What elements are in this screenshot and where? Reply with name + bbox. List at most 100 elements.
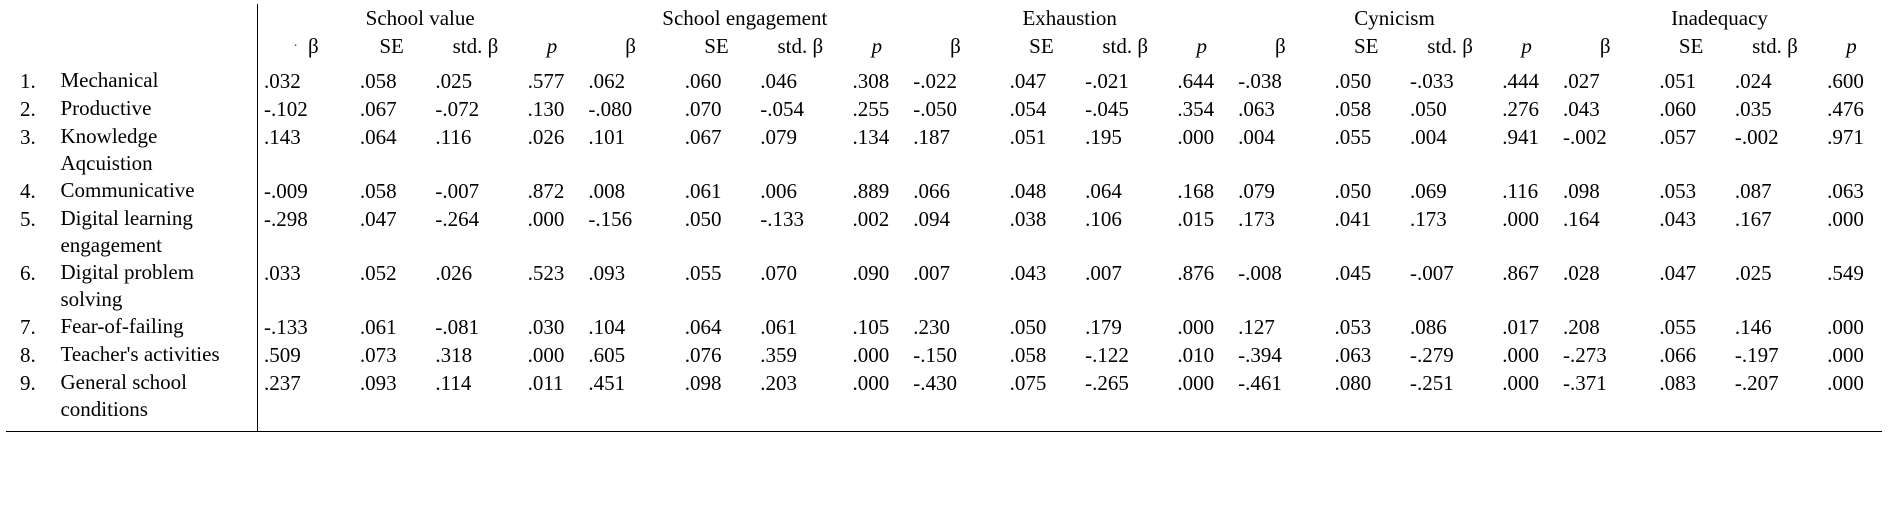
table-cell: .237 (256, 369, 354, 432)
row-label: Digital learning engagement (60, 206, 193, 257)
table-cell: .098 (1563, 179, 1600, 203)
subheader-p: p (1521, 34, 1532, 58)
table-cell: .050 (1334, 69, 1372, 93)
table-cell: -.002 (1734, 125, 1779, 149)
table-cell: .054 (1009, 97, 1047, 121)
row-label: Digital problem solving (60, 260, 195, 311)
subheader-std-beta: std. β (777, 34, 824, 58)
subheader-row: · β SE std. β p β SE std. β p β SE std. β p β SE std. β… (6, 32, 1882, 67)
table-cell: .195 (1085, 125, 1122, 149)
row-label: General school conditions (60, 369, 258, 432)
table-cell: .045 (1334, 261, 1372, 285)
table-cell: .000 (527, 343, 565, 367)
row-index: 9. (6, 369, 61, 432)
table-cell: .168 (1177, 179, 1215, 203)
table-cell: .057 (1659, 125, 1697, 149)
table-cell: .030 (527, 315, 565, 339)
subheader-se: SE (1354, 34, 1379, 58)
table-cell: .104 (588, 315, 626, 339)
table-cell: .051 (1009, 125, 1047, 149)
table-cell: -.156 (588, 207, 633, 231)
table-cell: .444 (1502, 69, 1539, 93)
table-cell: .127 (1238, 315, 1275, 339)
table-cell: .318 (435, 343, 473, 367)
table-cell: -.080 (588, 97, 633, 121)
table-cell: .015 (1177, 207, 1215, 231)
table-cell: .050 (1009, 315, 1047, 339)
table-cell: .101 (588, 125, 626, 149)
group-header-school-value: School value (257, 4, 583, 32)
table-cell: .052 (359, 261, 397, 285)
table-cell: -.007 (1409, 261, 1454, 285)
table-cell: -.054 (760, 97, 804, 121)
table-cell: .094 (913, 207, 951, 231)
table-cell: .079 (1238, 179, 1275, 203)
subheader-beta: β (950, 34, 961, 58)
table-cell: .010 (1177, 343, 1215, 367)
table-cell: .063 (1827, 179, 1864, 203)
row-index: 8. (20, 343, 36, 367)
table-cell: .032 (256, 67, 354, 95)
table-cell: .086 (1409, 315, 1447, 339)
table-cell: -.273 (1563, 343, 1607, 367)
table-cell: .067 (684, 125, 722, 149)
table-cell: -.009 (256, 177, 354, 205)
table-cell: .116 (435, 125, 472, 149)
row-label: Knowledge Aqcuistion (60, 124, 158, 175)
table-cell: -.038 (1238, 69, 1282, 93)
table-cell: .087 (1734, 179, 1772, 203)
table-cell: -.207 (1728, 369, 1822, 432)
table-cell: .146 (1734, 315, 1772, 339)
subheader-beta: β (1274, 34, 1286, 58)
table-cell: .000 (1177, 315, 1215, 339)
table-cell: .203 (754, 369, 847, 432)
subheader-se: SE (379, 34, 404, 58)
table-cell: .070 (684, 97, 722, 121)
table-cell: .000 (1827, 343, 1864, 367)
table-cell: -.430 (907, 369, 1004, 432)
table-cell: .523 (527, 261, 565, 285)
table-cell: .164 (1563, 207, 1600, 231)
table-cell: -.150 (913, 343, 958, 367)
table-row: 2. Productive -.102.067 -.072 .130 -.080 .070 -… (6, 95, 1882, 123)
table-cell: .872 (527, 179, 565, 203)
regression-results-table: School value School engagement Exhaustion C… (6, 4, 1882, 432)
table-cell: -.122 (1085, 343, 1129, 367)
table-cell: .008 (588, 179, 626, 203)
subheader-std-beta: std. β (1427, 34, 1473, 58)
table-cell: .026 (435, 261, 473, 285)
table-cell: .509 (256, 341, 354, 369)
table-cell: .083 (1653, 369, 1729, 432)
table-cell: -.133 (256, 313, 354, 341)
table-cell: .105 (852, 315, 890, 339)
table-cell: .002 (852, 207, 890, 231)
table-cell: -.394 (1238, 343, 1282, 367)
row-index: 1. (20, 69, 36, 93)
table-cell: -.133 (760, 207, 804, 231)
table-cell: .971 (1827, 125, 1864, 149)
table-cell: .600 (1827, 69, 1864, 93)
table-cell: -.050 (913, 97, 958, 121)
subheader-p: p (871, 34, 883, 58)
table-cell: .073 (359, 343, 397, 367)
table-cell: .605 (588, 343, 626, 367)
table-cell: .058 (1334, 97, 1372, 121)
table-cell: -.045 (1085, 97, 1129, 121)
table-cell: .064 (684, 315, 722, 339)
table-cell: .476 (1827, 97, 1864, 121)
table-cell: .038 (1009, 207, 1047, 231)
table-cell: .058 (1009, 343, 1047, 367)
table-cell: .041 (1334, 207, 1372, 231)
table-cell: .053 (1659, 179, 1697, 203)
table-cell: .061 (684, 179, 722, 203)
row-label: Mechanical (60, 68, 159, 92)
subheader-std-beta: std. β (452, 34, 499, 58)
table-cell: -.033 (1409, 69, 1454, 93)
empty-corner (60, 4, 257, 32)
table-cell: .050 (1409, 97, 1447, 121)
subheader-std-beta: std. β (1102, 34, 1149, 58)
table-cell: .208 (1563, 315, 1600, 339)
table-cell: .080 (1328, 369, 1404, 432)
table-cell: .011 (521, 369, 583, 432)
